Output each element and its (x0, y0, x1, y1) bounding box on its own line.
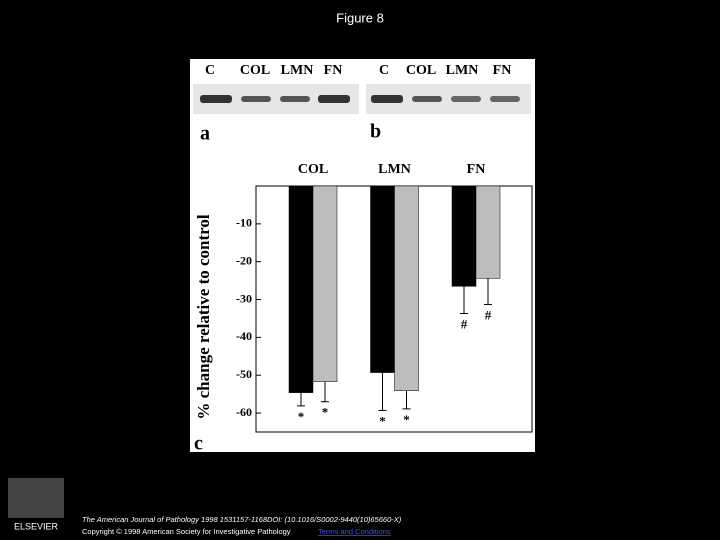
citation: The American Journal of Pathology 1998 1… (82, 515, 402, 524)
bar (288, 185, 314, 393)
bar (475, 185, 501, 279)
y-tick-label: -40 (236, 329, 252, 343)
category-label: LMN (378, 162, 411, 177)
panel-label: a (200, 123, 210, 145)
y-axis-label: % change relative to control (194, 214, 213, 419)
copyright: Copyright © 1998 American Society for In… (82, 527, 291, 536)
lane-label: C (205, 63, 215, 78)
lane-label: LMN (281, 63, 314, 78)
panel-label: b (370, 121, 381, 143)
significance-marker: * (298, 409, 305, 424)
bar (394, 185, 419, 391)
significance-marker: * (403, 412, 410, 427)
bar-chart: C COL LMN FN C COL LMN FN -10 -20 -30 -40 -50 -60 % ch… (194, 63, 533, 433)
significance-marker: # (485, 307, 492, 322)
lane-label: COL (240, 63, 270, 78)
significance-marker: # (461, 317, 468, 332)
y-tick-label: -30 (236, 291, 252, 305)
figure-title: Figure 8 (336, 10, 384, 25)
category-label: FN (467, 162, 486, 177)
y-tick-label: -20 (236, 253, 252, 267)
lane-label: COL (406, 63, 436, 78)
logo-text: ELSEVIER (14, 521, 59, 531)
significance-marker: * (322, 405, 329, 420)
lane-label: C (379, 63, 389, 78)
lane-label: FN (493, 63, 512, 78)
bar (451, 185, 477, 287)
category-label: COL (298, 162, 328, 177)
logo-image (8, 478, 64, 518)
terms-link[interactable]: Terms and Conditions (318, 527, 391, 536)
y-tick-label: -10 (236, 216, 252, 230)
bar (370, 185, 395, 373)
bar (312, 185, 338, 382)
lane-label: FN (324, 63, 343, 78)
gel-bands (200, 95, 520, 103)
significance-marker: * (379, 413, 386, 428)
y-tick-label: -50 (236, 367, 252, 381)
panel-label: c (194, 433, 203, 455)
lane-label: LMN (446, 63, 479, 78)
y-tick-label: -60 (236, 405, 252, 419)
